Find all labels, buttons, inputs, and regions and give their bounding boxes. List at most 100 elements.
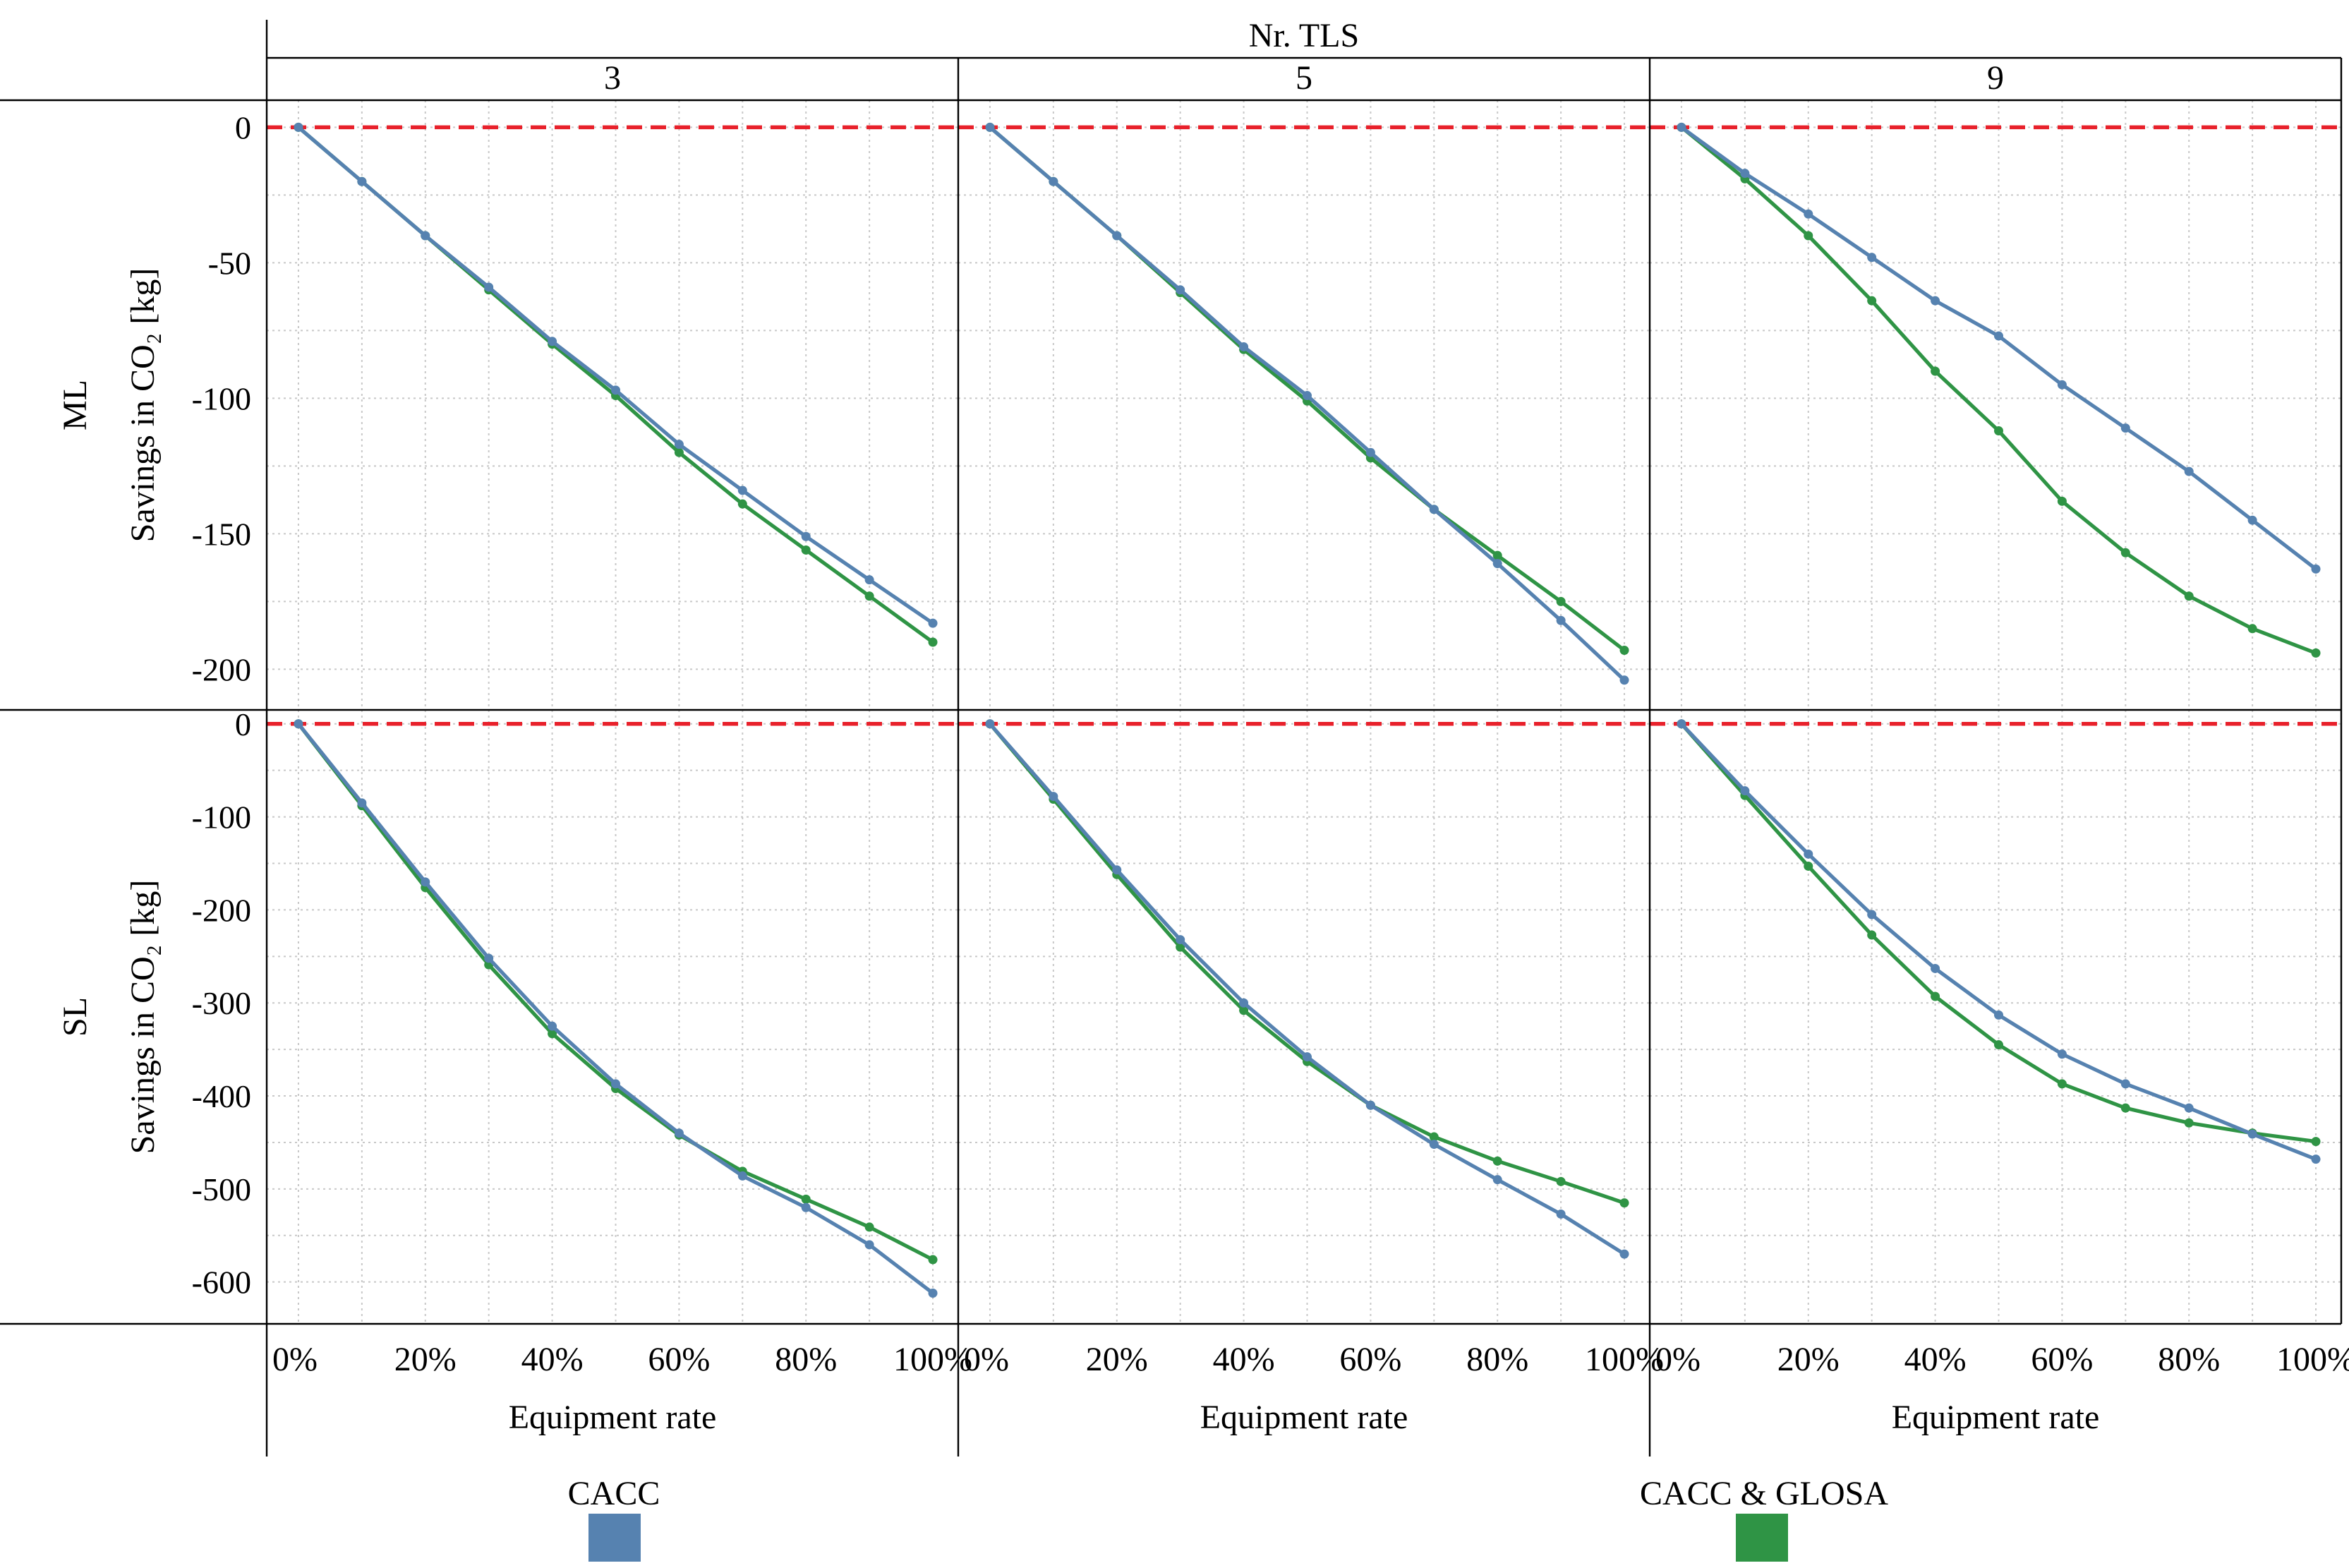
data-point-cacc-glosa	[2057, 496, 2067, 506]
data-point-cacc	[1429, 505, 1439, 514]
data-point-cacc	[1365, 1100, 1375, 1110]
data-point-cacc	[1867, 910, 1877, 919]
data-point-cacc	[2120, 1079, 2130, 1089]
data-point-cacc	[1176, 935, 1185, 945]
data-point-cacc	[864, 575, 874, 585]
data-point-cacc	[2311, 564, 2321, 574]
data-point-cacc	[1492, 559, 1502, 569]
data-point-cacc	[1429, 1140, 1439, 1150]
reference-line-layer	[267, 125, 2341, 726]
panel-sl-5	[985, 719, 1629, 1259]
data-point-cacc	[1867, 253, 1877, 263]
data-point-cacc-glosa	[801, 545, 811, 555]
data-point-cacc	[2184, 1103, 2194, 1113]
y-tick-label: -400	[192, 1078, 251, 1114]
data-point-cacc-glosa	[2057, 1079, 2067, 1089]
data-point-cacc-glosa	[1556, 596, 1566, 606]
data-point-cacc	[2311, 1154, 2321, 1164]
column-label: 9	[1987, 59, 2004, 97]
y-tick-label: -200	[192, 892, 251, 928]
data-point-cacc	[1302, 391, 1312, 401]
legend-label-cacc-glosa: CACC & GLOSA	[1640, 1475, 1888, 1512]
x-tick-label: 60%	[648, 1341, 710, 1378]
data-point-cacc-glosa	[1492, 1156, 1502, 1166]
data-point-cacc-glosa	[1619, 1198, 1629, 1208]
data-point-cacc	[421, 877, 430, 887]
data-point-cacc-glosa	[1931, 991, 1940, 1001]
x-tick-label: 60%	[1339, 1341, 1401, 1378]
x-axis-title: Equipment rate	[1200, 1399, 1408, 1436]
data-point-cacc-glosa	[548, 1029, 557, 1039]
data-point-cacc	[1804, 209, 1813, 219]
data-point-cacc	[610, 1079, 620, 1089]
data-point-cacc	[1677, 719, 1686, 729]
x-tick-label: 0%	[964, 1341, 1009, 1378]
data-point-cacc-glosa	[1804, 231, 1813, 241]
data-point-cacc	[357, 176, 367, 186]
text-layer: Nr. TLS 3 5 9 ML Savings in CO₂ [kg] 0 -50 -100 -…	[56, 17, 2349, 1436]
x-tick-label: 20%	[1777, 1341, 1840, 1378]
data-point-cacc	[801, 1202, 811, 1212]
x-tick-label: 100%	[2276, 1341, 2349, 1378]
y-tick-label: -100	[192, 380, 251, 416]
data-point-cacc-glosa	[2184, 1118, 2194, 1128]
data-point-cacc	[484, 282, 494, 292]
legend-swatch-cacc-glosa	[1736, 1514, 1788, 1562]
legend: CACC CACC & GLOSA	[568, 1475, 1888, 1562]
y-tick-label: -50	[208, 245, 251, 281]
y-tick-label: -100	[192, 800, 251, 836]
data-point-cacc-glosa	[1867, 296, 1877, 306]
legend-label-cacc: CACC	[568, 1475, 660, 1512]
data-point-cacc-glosa	[2311, 1137, 2321, 1147]
series-line-cacc	[296, 125, 935, 625]
x-tick-label: 40%	[521, 1341, 584, 1378]
data-point-cacc	[357, 798, 367, 808]
data-point-cacc	[1619, 1249, 1629, 1259]
data-point-cacc	[1740, 169, 1750, 179]
data-point-cacc	[985, 122, 995, 132]
data-point-cacc	[2057, 1049, 2067, 1059]
x-tick-label: 20%	[1086, 1341, 1148, 1378]
data-point-cacc-glosa	[1804, 861, 1813, 871]
x-tick-label: 40%	[1213, 1341, 1275, 1378]
x-tick-label: 0%	[1655, 1341, 1701, 1378]
data-point-cacc	[2120, 423, 2130, 433]
data-point-cacc	[294, 122, 303, 132]
y-tick-label: -200	[192, 651, 251, 687]
data-point-cacc	[1239, 998, 1249, 1008]
x-tick-label: 80%	[2158, 1341, 2220, 1378]
data-point-cacc	[294, 719, 303, 729]
data-point-cacc	[1804, 849, 1813, 859]
data-point-cacc	[674, 440, 684, 450]
panel-ml-3	[294, 122, 938, 647]
data-point-cacc-glosa	[2311, 648, 2321, 658]
data-point-cacc	[737, 486, 747, 495]
data-point-cacc	[1302, 1052, 1312, 1062]
data-point-cacc	[1993, 331, 2003, 341]
data-point-cacc	[1492, 1175, 1502, 1185]
data-point-cacc	[1677, 122, 1686, 132]
x-tick-label: 40%	[1904, 1341, 1967, 1378]
data-point-cacc-glosa	[864, 591, 874, 601]
data-point-cacc	[864, 1240, 874, 1250]
data-point-cacc	[2057, 380, 2067, 390]
column-label: 5	[1296, 59, 1312, 97]
data-point-cacc	[1993, 1010, 2003, 1020]
y-tick-label: -150	[192, 516, 251, 552]
data-point-cacc	[928, 1289, 938, 1298]
data-point-cacc-glosa	[2120, 1103, 2130, 1113]
data-point-cacc	[1049, 792, 1058, 802]
data-point-cacc	[674, 1128, 684, 1138]
x-axis-title: Equipment rate	[1892, 1399, 2100, 1436]
data-point-cacc-glosa	[864, 1222, 874, 1232]
data-point-cacc	[421, 231, 430, 241]
data-point-cacc	[737, 1171, 747, 1181]
y-axis-title: Savings in CO₂ [kg]	[124, 268, 162, 543]
data-point-cacc-glosa	[2120, 548, 2130, 557]
y-tick-label: -500	[192, 1171, 251, 1207]
data-point-cacc-glosa	[928, 637, 938, 647]
data-point-cacc	[1556, 1209, 1566, 1219]
data-point-cacc	[1931, 296, 1940, 306]
x-tick-label: 80%	[775, 1341, 837, 1378]
x-tick-label: 100%	[893, 1341, 972, 1378]
